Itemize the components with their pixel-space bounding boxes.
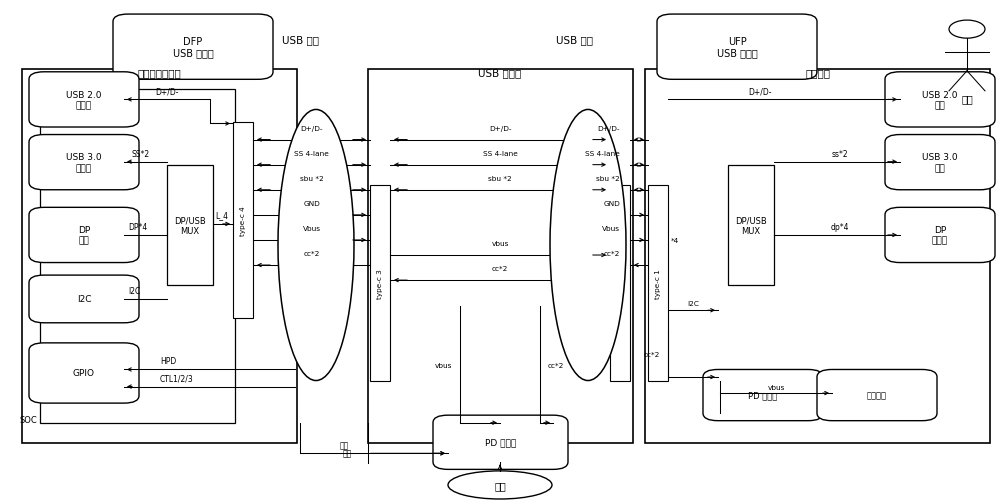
Text: SS 4-lane: SS 4-lane	[483, 150, 517, 156]
FancyBboxPatch shape	[703, 370, 823, 421]
Text: D+/D-: D+/D-	[155, 87, 178, 96]
Text: PD 控制器: PD 控制器	[485, 438, 516, 447]
Text: USB 接线盒: USB 接线盒	[478, 68, 522, 78]
Text: sbu *2: sbu *2	[300, 175, 323, 181]
Text: 座舱域功能单元: 座舱域功能单元	[137, 68, 181, 78]
Text: SS 4-lane: SS 4-lane	[294, 150, 329, 156]
Text: 用户设备: 用户设备	[806, 68, 830, 78]
Text: DP
接收端: DP 接收端	[932, 226, 948, 245]
Bar	[728, 165, 774, 286]
Text: DP*4: DP*4	[128, 222, 147, 231]
Text: cc*2: cc*2	[644, 351, 660, 357]
Text: USB 2.0
主控端: USB 2.0 主控端	[66, 91, 102, 110]
Text: type-c 1: type-c 1	[655, 268, 661, 298]
Text: GPIO: GPIO	[73, 369, 95, 378]
FancyBboxPatch shape	[817, 370, 937, 421]
Ellipse shape	[278, 110, 354, 381]
Text: I2C: I2C	[128, 287, 140, 296]
Text: D+/D-: D+/D-	[598, 125, 620, 131]
Text: SOC: SOC	[19, 415, 37, 424]
Bar	[648, 185, 668, 381]
FancyBboxPatch shape	[29, 276, 139, 323]
Text: vbus: vbus	[435, 363, 452, 369]
Bar	[610, 185, 630, 381]
FancyBboxPatch shape	[433, 415, 568, 469]
Text: L_4: L_4	[216, 211, 228, 220]
Text: 供电: 供电	[343, 449, 352, 458]
Text: PD 控制器: PD 控制器	[748, 391, 778, 400]
Text: 内部电源: 内部电源	[867, 391, 887, 400]
Text: USB 3.0
主控端: USB 3.0 主控端	[66, 153, 102, 172]
FancyBboxPatch shape	[885, 208, 995, 263]
Text: DFP
USB 主设备: DFP USB 主设备	[173, 37, 213, 59]
Text: UFP
USB 从设备: UFP USB 从设备	[717, 37, 757, 59]
Bar	[167, 165, 213, 286]
Text: 用户: 用户	[961, 94, 973, 104]
Text: CTL1/2/3: CTL1/2/3	[160, 374, 194, 383]
Text: DP/USB
MUX: DP/USB MUX	[735, 216, 767, 235]
Ellipse shape	[448, 471, 552, 499]
Text: SS 4-lane: SS 4-lane	[585, 150, 620, 156]
Bar	[645, 70, 990, 443]
Text: GND: GND	[303, 200, 320, 206]
Text: sbu *2: sbu *2	[596, 175, 620, 181]
FancyBboxPatch shape	[29, 208, 139, 263]
Bar	[22, 70, 297, 443]
Text: USB 2.0
从端: USB 2.0 从端	[922, 91, 958, 110]
Text: GND: GND	[603, 200, 620, 206]
Circle shape	[949, 21, 985, 39]
Text: DP
源端: DP 源端	[78, 226, 90, 245]
Text: vbus: vbus	[767, 384, 785, 390]
Text: *4: *4	[671, 237, 679, 243]
Text: I2C: I2C	[687, 301, 699, 307]
Text: D+/D-: D+/D-	[748, 87, 772, 96]
Text: vbus: vbus	[491, 240, 509, 246]
Text: 电源: 电源	[494, 480, 506, 490]
Text: sbu *2: sbu *2	[488, 175, 512, 181]
FancyBboxPatch shape	[657, 15, 817, 80]
Text: USB 线缆: USB 线缆	[282, 35, 318, 45]
Bar	[40, 90, 235, 423]
Text: DP/USB
MUX: DP/USB MUX	[174, 216, 206, 235]
Bar	[370, 185, 390, 381]
FancyBboxPatch shape	[113, 15, 273, 80]
FancyBboxPatch shape	[29, 343, 139, 403]
Text: type-c 2: type-c 2	[617, 268, 623, 298]
Text: SS*2: SS*2	[132, 149, 150, 158]
Text: type-c 3: type-c 3	[377, 268, 383, 298]
FancyBboxPatch shape	[29, 135, 139, 190]
Bar	[368, 70, 633, 443]
Text: cc*2: cc*2	[492, 266, 508, 272]
Text: Vbus: Vbus	[302, 225, 320, 231]
Text: dp*4: dp*4	[831, 222, 849, 231]
Text: cc*2: cc*2	[303, 250, 320, 257]
Text: cc*2: cc*2	[604, 250, 620, 257]
Ellipse shape	[550, 110, 626, 381]
Text: I2C: I2C	[77, 295, 91, 304]
Text: HPD: HPD	[160, 357, 176, 366]
FancyBboxPatch shape	[885, 73, 995, 128]
Text: USB 线缆: USB 线缆	[556, 35, 594, 45]
FancyBboxPatch shape	[885, 135, 995, 190]
FancyBboxPatch shape	[29, 73, 139, 128]
Text: 供电: 供电	[340, 440, 349, 449]
Bar	[233, 123, 253, 318]
Text: Vbus: Vbus	[602, 225, 620, 231]
Text: D+/D-: D+/D-	[489, 125, 511, 131]
Text: type-c 4: type-c 4	[240, 205, 246, 235]
Text: D+/D-: D+/D-	[300, 125, 323, 131]
Text: USB 3.0
从端: USB 3.0 从端	[922, 153, 958, 172]
Text: cc*2: cc*2	[548, 363, 564, 369]
Text: ss*2: ss*2	[832, 149, 848, 158]
